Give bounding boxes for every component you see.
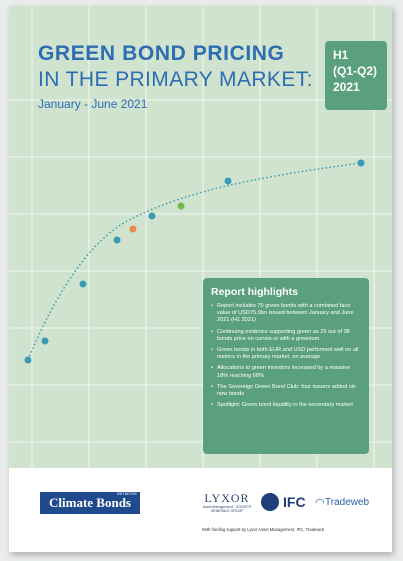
curve-dot-green	[177, 202, 185, 210]
curve-dot	[24, 356, 32, 364]
cover-panel: GREEN BOND PRICING IN THE PRIMARY MARKET…	[9, 6, 392, 468]
lyxor-logo: LYXOR Asset Management · SOCIETE GENERAL…	[197, 491, 257, 514]
tradeweb-logo: ◠ Tradeweb	[315, 494, 375, 514]
highlight-item: The Sovereign Green Bond Club: four issu…	[211, 384, 361, 398]
globe-icon	[261, 493, 279, 511]
climate-bonds-logo: Climate Bonds INITIATIVE	[40, 491, 140, 514]
report-title-line2: IN THE PRIMARY MARKET:	[38, 68, 313, 91]
highlight-item: Spotlight: Green bond liquidity in the s…	[211, 402, 361, 409]
curve-dot	[148, 212, 156, 220]
funding-note: With funding support by Lyxor Asset Mana…	[202, 527, 325, 532]
badge-year: 2021	[333, 80, 360, 94]
ifc-name: IFC	[283, 494, 306, 510]
report-period: January - June 2021	[38, 97, 148, 111]
report-highlights-box: Report highlights Report includes 75 gre…	[203, 278, 369, 454]
curve-dot	[113, 236, 121, 244]
lyxor-tagline: Asset Management · SOCIETE GENERALE GROU…	[202, 505, 252, 513]
highlights-title: Report highlights	[211, 286, 298, 298]
tradeweb-name: Tradeweb	[325, 497, 370, 508]
report-title-line1: GREEN BOND PRICING	[38, 42, 285, 65]
sponsor-footer: Climate Bonds INITIATIVE LYXOR Asset Man…	[9, 468, 392, 552]
period-badge: H1 (Q1-Q2) 2021	[325, 41, 387, 110]
badge-quarters: (Q1-Q2)	[333, 64, 378, 78]
curve-dot	[357, 159, 365, 167]
lyxor-name: LYXOR	[204, 491, 250, 505]
curve-dot	[224, 177, 232, 185]
swoosh-icon: ◠	[315, 497, 325, 509]
curve-dot	[41, 337, 49, 345]
curve-dot-highlight	[129, 225, 137, 233]
highlight-item: Green bonds in both EUR and USD performe…	[211, 347, 361, 361]
highlight-item: Report includes 75 green bonds with a co…	[211, 303, 361, 325]
curve-dot	[79, 280, 87, 288]
highlight-item: Continuing evidence supporting green as …	[211, 329, 361, 343]
climate-bonds-name: Climate Bonds	[49, 495, 131, 510]
ifc-logo: IFC	[261, 493, 321, 513]
highlights-list: Report includes 75 green bonds with a co…	[211, 303, 361, 410]
highlight-item: Allocations to green investors increased…	[211, 365, 361, 379]
badge-half: H1	[333, 48, 349, 62]
climate-bonds-initiative: INITIATIVE	[117, 491, 137, 496]
report-cover-page: GREEN BOND PRICING IN THE PRIMARY MARKET…	[9, 6, 392, 552]
